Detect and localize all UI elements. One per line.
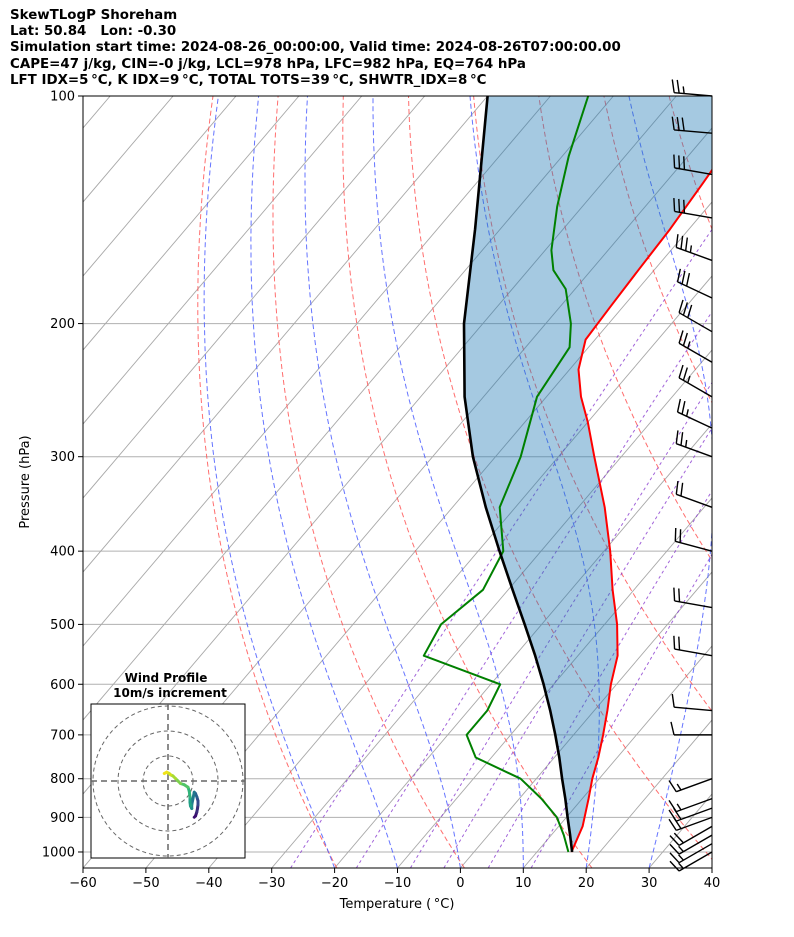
wind-barb (675, 430, 713, 458)
isotherm-line (83, 96, 614, 721)
y-tick-label: 500 (50, 618, 75, 633)
wind-barb (678, 364, 713, 398)
isotherm-line (83, 96, 488, 573)
x-tick-label: 0 (456, 876, 464, 891)
mixing-ratio-line (409, 381, 712, 868)
wind-barb (676, 268, 713, 299)
wind-barb (671, 693, 713, 712)
wind-barb (669, 834, 713, 855)
wind-barb (668, 797, 713, 813)
wind-barb (668, 778, 713, 793)
cape-area (464, 96, 712, 852)
mixing-ratio-line (487, 489, 712, 868)
time-line: Simulation start time: 2024-08-26_00:00:… (10, 40, 621, 56)
wind-barbs (668, 79, 713, 872)
y-tick-label: 400 (50, 545, 75, 560)
wind-barb (673, 587, 713, 609)
wind-barb (670, 721, 712, 736)
mixing-ratio-line (443, 427, 712, 868)
isotherm-line (522, 645, 712, 868)
parcel-profile (462, 96, 574, 853)
y-tick-label: 200 (50, 317, 75, 332)
wind-barb (675, 234, 713, 262)
wind-profile-inset: Wind Profile 10m/s increment (90, 671, 246, 859)
isotherm-line (585, 719, 712, 868)
isotherm-line (334, 423, 712, 868)
hodograph-ring (117, 730, 219, 832)
wind-barb (673, 635, 713, 657)
dry-adiabat (734, 96, 794, 868)
isotherm-line (775, 96, 794, 868)
x-tick-label: −10 (384, 876, 411, 891)
moist-adiabat (250, 96, 398, 868)
y-tick-label: 1000 (42, 845, 75, 860)
isotherm-line (711, 867, 712, 868)
mixing-ratio-line (530, 553, 712, 868)
wind-barb (671, 79, 713, 97)
x-tick-label: −30 (258, 876, 285, 891)
isotherm-line (83, 96, 237, 277)
inset-subtitle: 10m/s increment (113, 686, 227, 700)
y-tick-label: 700 (50, 728, 75, 743)
wind-barb (673, 154, 713, 176)
wind-barb (678, 299, 713, 333)
x-axis: −60 −50 −40 −30 −20 −10 0 10 20 30 40 (69, 868, 720, 891)
x-tick-label: −50 (132, 876, 159, 891)
x-tick-label: 20 (578, 876, 595, 891)
x-tick-label: 10 (515, 876, 532, 891)
dry-adiabat (538, 96, 712, 562)
isotherm-line (145, 201, 712, 868)
y-axis: 1000 900 800 700 600 500 400 300 200 100 (42, 90, 83, 860)
dry-adiabat (473, 96, 712, 713)
cape-line: CAPE=47 j/kg, CIN=-0 j/kg, LCL=978 hPa, … (10, 56, 526, 72)
y-axis-label: Pressure (hPa) (18, 435, 33, 528)
hodograph-segment (162, 770, 169, 775)
y-tick-label: 600 (50, 678, 75, 693)
x-tick-label: −60 (69, 876, 96, 891)
dry-adiabat (668, 96, 712, 231)
wind-barb (674, 527, 713, 552)
dry-adiabat (272, 96, 465, 868)
inset-title: Wind Profile (125, 671, 208, 685)
moist-adiabat (203, 96, 336, 868)
isotherm-line (83, 96, 551, 647)
wind-barb (676, 398, 713, 429)
y-tick-label: 900 (50, 811, 75, 826)
wind-barb (675, 480, 713, 508)
y-tick-label: 300 (50, 450, 75, 465)
isotherm-line (83, 96, 363, 425)
wind-barb (673, 198, 713, 219)
temperature-profile (570, 168, 712, 853)
isotherm-line (397, 497, 712, 868)
moist-adiabat (304, 96, 461, 868)
isotherm-line (460, 571, 712, 868)
y-tick-label: 100 (50, 90, 75, 105)
wind-barb (678, 330, 713, 363)
wind-barb (669, 843, 713, 864)
y-tick-label: 800 (50, 772, 75, 787)
moist-adiabat (372, 96, 524, 868)
x-tick-label: 30 (641, 876, 658, 891)
x-tick-label: 40 (704, 876, 721, 891)
isotherm-line (208, 275, 712, 868)
isotherm-line (83, 96, 426, 499)
wind-barb (671, 116, 713, 134)
isotherm-line (83, 96, 300, 351)
x-tick-label: −20 (321, 876, 348, 891)
x-axis-label: Temperature ( °C) (339, 897, 455, 912)
hodograph (91, 704, 245, 858)
chart-header: SkewTLogP Shoreham Lat: 50.84 Lon: -0.30 S… (10, 8, 621, 89)
moist-adiabat (628, 96, 712, 868)
dry-adiabat (197, 96, 338, 868)
x-tick-label: −40 (195, 876, 222, 891)
mixing-ratio-line (290, 228, 712, 868)
location-line: Lat: 50.84 Lon: -0.30 (10, 24, 177, 40)
wind-barb (669, 825, 713, 846)
indices-line: LFT IDX=5 °C, K IDX=9 °C, TOTAL TOTS=39 … (10, 72, 487, 88)
dewpoint-profile (422, 96, 590, 853)
title-line: SkewTLogP Shoreham (10, 8, 178, 23)
